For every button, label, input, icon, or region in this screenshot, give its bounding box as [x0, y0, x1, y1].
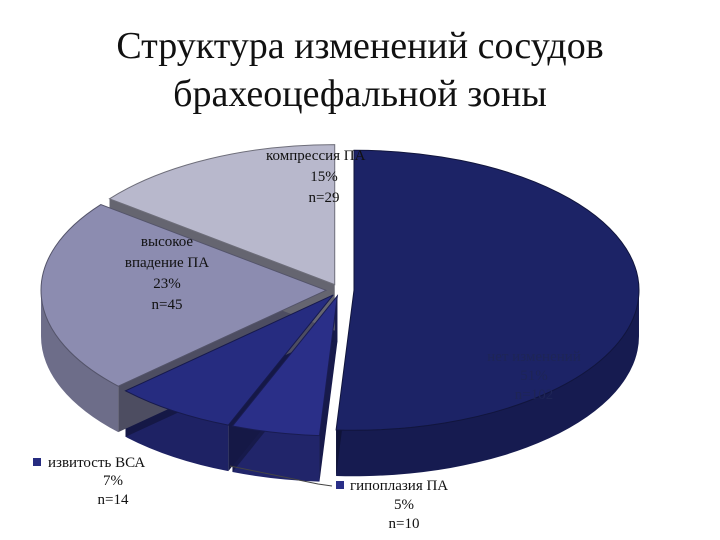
pie-side-no-changes [336, 290, 639, 477]
label-tortuosity-name: извитость ВСА [48, 455, 145, 471]
pie-slice-hypoplasia [231, 294, 339, 437]
label-high-entry-percent: 23% [153, 276, 181, 292]
label-no-changes-percent: 51% [520, 368, 548, 384]
legend-swatch-hypoplasia [336, 481, 344, 489]
pie-slices [40, 144, 640, 437]
chart-title-line-1: Структура изменений сосудов [116, 25, 604, 67]
legend-swatch-tortuosity [33, 458, 41, 466]
label-high-entry-line-1: высокое [141, 234, 194, 250]
label-hypoplasia-n: n=10 [389, 516, 420, 532]
label-high-entry-n: n=45 [152, 297, 183, 313]
slice-label-high-entry: высокое впадение ПА 23% n=45 [125, 234, 209, 313]
pie-slice-compression [108, 144, 336, 286]
pie-slice-tortuosity [124, 294, 334, 426]
label-tortuosity-percent: 7% [103, 473, 123, 489]
label-high-entry-line-2: впадение ПА [125, 255, 209, 271]
chart-title-line-2: брахеоцефальной зоны [173, 73, 547, 115]
slice-label-hypoplasia: гипоплазия ПА 5% n=10 [229, 465, 448, 532]
slice-label-no-changes: нет изменений 51% n=102 [487, 349, 581, 403]
label-compression-n: n=29 [309, 190, 340, 206]
legend-swatch-compression [250, 152, 258, 160]
label-hypoplasia-percent: 5% [394, 497, 414, 513]
label-hypoplasia-name: гипоплазия ПА [350, 478, 448, 494]
chart-title: Структура изменений сосудов брахеоцефаль… [0, 22, 720, 118]
label-tortuosity-n: n=14 [98, 492, 129, 508]
label-compression-name: компрессия ПА [266, 148, 366, 164]
leader-line-hypoplasia [229, 465, 333, 487]
label-compression-percent: 15% [310, 169, 338, 185]
pie-slice-no-changes [335, 149, 640, 431]
label-no-changes-n: n=102 [515, 387, 553, 403]
slice-label-tortuosity: извитость ВСА 7% n=14 [33, 455, 145, 508]
pie-slice-high-entry [40, 203, 328, 387]
slice-label-compression: компрессия ПА 15% n=29 [250, 148, 366, 206]
label-no-changes-name: нет изменений [487, 349, 581, 365]
